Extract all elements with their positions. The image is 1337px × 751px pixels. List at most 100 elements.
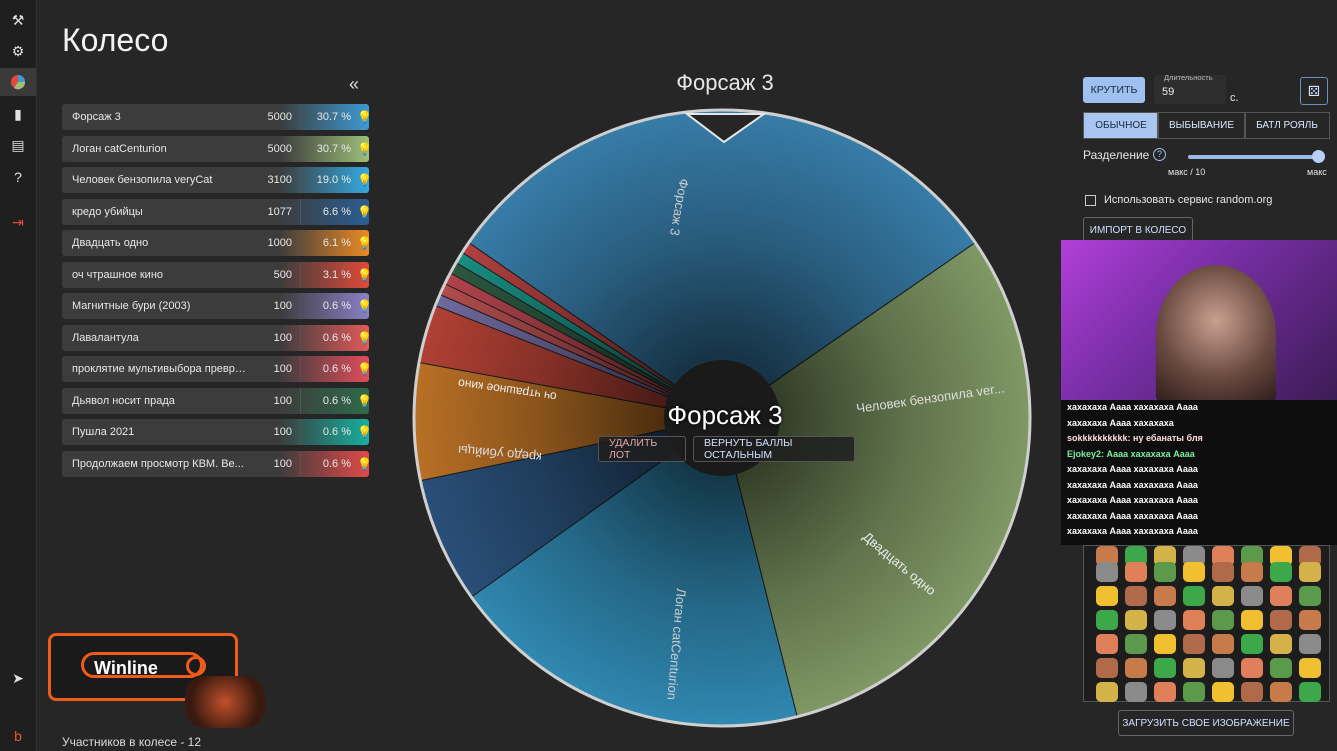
dice-icon[interactable]: ⚄ <box>1300 77 1328 105</box>
emote-icon[interactable] <box>1241 658 1263 678</box>
emote-icon[interactable] <box>1096 562 1118 582</box>
mode-normal[interactable]: ОБЫЧНОЕ <box>1083 112 1159 139</box>
lightbulb-icon[interactable]: 💡 <box>357 425 369 439</box>
mode-elimination[interactable]: ВЫБЫВАНИЕ <box>1157 112 1246 139</box>
emote-icon[interactable] <box>1154 658 1176 678</box>
lightbulb-icon[interactable]: 💡 <box>357 204 369 219</box>
random-org-checkbox[interactable] <box>1085 195 1096 206</box>
lightbulb-icon[interactable]: 💡 <box>357 330 369 345</box>
emote-icon[interactable] <box>1154 634 1176 654</box>
emote-icon[interactable] <box>1183 586 1205 606</box>
lightbulb-icon[interactable]: 💡 <box>357 393 369 408</box>
emote-icon[interactable] <box>1270 546 1292 566</box>
telegram-icon[interactable]: ➤ <box>12 669 24 686</box>
emote-icon[interactable] <box>1241 682 1263 702</box>
emote-icon[interactable] <box>1212 634 1234 654</box>
emote-icon[interactable] <box>1096 682 1118 702</box>
emote-icon[interactable] <box>1241 546 1263 566</box>
collapse-list-button[interactable]: « <box>349 74 360 94</box>
emote-icon[interactable] <box>1212 610 1234 630</box>
return-points-button[interactable]: ВЕРНУТЬ БАЛЛЫ ОСТАЛЬНЫМ <box>693 436 855 462</box>
gavel-icon[interactable]: ⚒ <box>11 11 25 28</box>
lightbulb-icon[interactable]: 💡 <box>357 362 369 376</box>
lightbulb-icon[interactable]: 💡 <box>357 299 369 313</box>
emote-icon[interactable] <box>1241 586 1263 606</box>
lot-row[interactable]: Двадцать одно 1000 6.1 % 💡 <box>62 230 369 256</box>
emote-icon[interactable] <box>1125 586 1147 606</box>
help-icon[interactable]: ? <box>14 169 22 185</box>
winline-ad[interactable]: Winline <box>48 633 238 701</box>
lot-row[interactable]: Лавалантула 100 0.6 % 💡 <box>62 324 369 351</box>
emote-icon[interactable] <box>1299 610 1321 630</box>
logout-icon[interactable]: ⇥ <box>12 213 24 230</box>
emote-icon[interactable] <box>1154 586 1176 606</box>
lot-row[interactable]: Логан catCenturion 5000 30.7 % 💡 <box>62 135 369 162</box>
emote-icon[interactable] <box>1154 610 1176 630</box>
emote-icon[interactable] <box>1299 562 1321 582</box>
pie-chart-icon[interactable] <box>0 68 36 96</box>
lightbulb-icon[interactable]: 💡 <box>357 141 369 156</box>
emote-icon[interactable] <box>1154 682 1176 702</box>
clipboard-icon[interactable]: ▤ <box>11 136 25 153</box>
emote-icon[interactable] <box>1183 658 1205 678</box>
emote-icon[interactable] <box>1125 610 1147 630</box>
spin-button[interactable]: КРУТИТЬ <box>1083 77 1145 103</box>
emote-icon[interactable] <box>1096 634 1118 654</box>
emote-icon[interactable] <box>1096 546 1118 566</box>
emote-icon[interactable] <box>1299 682 1321 702</box>
lot-row[interactable]: Продолжаем просмотр КВМ. Ве... 100 0.6 % 💡 <box>62 450 369 477</box>
lightbulb-icon[interactable]: 💡 <box>357 456 369 471</box>
emote-icon[interactable] <box>1125 546 1147 566</box>
lot-row[interactable]: проклятие мультивыбора превра... 100 0.6 %… <box>62 356 369 382</box>
emote-icon[interactable] <box>1299 658 1321 678</box>
lot-row[interactable]: Форсаж 3 5000 30.7 % 💡 <box>62 104 369 130</box>
wheel[interactable]: Форсаж 3 Человек бензопила ver... Двадца… <box>402 108 1042 748</box>
emote-icon[interactable] <box>1212 546 1234 566</box>
emote-icon[interactable] <box>1183 610 1205 630</box>
duration-field[interactable]: Длительность 59 <box>1154 73 1226 104</box>
emote-icon[interactable] <box>1299 546 1321 566</box>
emote-icon[interactable] <box>1212 682 1234 702</box>
lot-row[interactable]: оч чтрашное кино 500 3.1 % 💡 <box>62 261 369 288</box>
split-slider-knob[interactable] <box>1312 150 1325 163</box>
lightbulb-icon[interactable]: 💡 <box>357 267 369 282</box>
lightbulb-icon[interactable]: 💡 <box>357 110 369 124</box>
bar-chart-icon[interactable]: ▮ <box>14 105 22 122</box>
emote-icon[interactable] <box>1241 634 1263 654</box>
emote-icon[interactable] <box>1183 546 1205 566</box>
emote-icon[interactable] <box>1270 586 1292 606</box>
emote-icon[interactable] <box>1125 562 1147 582</box>
lot-row[interactable]: Человек бензопила veryCat 3100 19.0 % 💡 <box>62 167 369 193</box>
delete-lot-button[interactable]: УДАЛИТЬ ЛОТ <box>598 436 686 462</box>
emote-icon[interactable] <box>1125 658 1147 678</box>
split-slider[interactable] <box>1188 155 1324 159</box>
emote-icon[interactable] <box>1212 562 1234 582</box>
emote-icon[interactable] <box>1270 562 1292 582</box>
lot-row[interactable]: Дьявол носит прада 100 0.6 % 💡 <box>62 387 369 414</box>
lightbulb-icon[interactable]: 💡 <box>357 236 369 250</box>
emote-icon[interactable] <box>1299 634 1321 654</box>
emote-picker[interactable] <box>1083 545 1330 702</box>
emote-icon[interactable] <box>1241 562 1263 582</box>
emote-icon[interactable] <box>1270 610 1292 630</box>
upload-image-button[interactable]: ЗАГРУЗИТЬ СВОЕ ИЗОБРАЖЕНИЕ <box>1118 710 1294 736</box>
emote-icon[interactable] <box>1154 562 1176 582</box>
lot-row[interactable]: кредо убийцы 1077 6.6 % 💡 <box>62 198 369 225</box>
emote-icon[interactable] <box>1212 658 1234 678</box>
emote-icon[interactable] <box>1241 610 1263 630</box>
emote-icon[interactable] <box>1154 546 1176 566</box>
emote-icon[interactable] <box>1270 682 1292 702</box>
emote-icon[interactable] <box>1183 634 1205 654</box>
gear-icon[interactable]: ⚙ <box>11 42 25 59</box>
emote-icon[interactable] <box>1299 586 1321 606</box>
lightbulb-icon[interactable]: 💡 <box>357 173 369 187</box>
emote-icon[interactable] <box>1270 658 1292 678</box>
emote-icon[interactable] <box>1183 682 1205 702</box>
emote-icon[interactable] <box>1096 586 1118 606</box>
help-circle-icon[interactable]: ? <box>1153 148 1166 161</box>
emote-icon[interactable] <box>1125 682 1147 702</box>
mode-battle-royale[interactable]: БАТЛ РОЯЛЬ <box>1244 112 1330 139</box>
brand-icon[interactable]: b <box>14 728 22 744</box>
emote-icon[interactable] <box>1183 562 1205 582</box>
emote-icon[interactable] <box>1270 634 1292 654</box>
